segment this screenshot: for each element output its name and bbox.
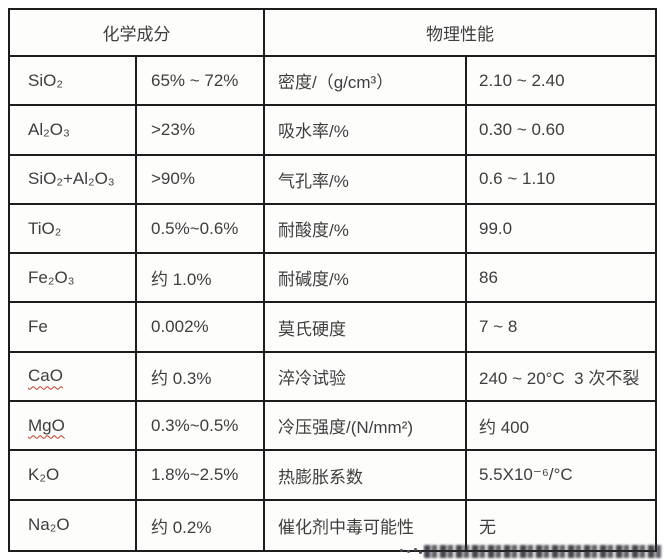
header-physical-properties: 物理性能 xyxy=(265,10,655,57)
phys-property-cell: 莫氏硬度 xyxy=(265,303,467,353)
phys-value: 5.5X10⁻⁶/°C xyxy=(479,465,573,485)
phys-property: 淬冷试验 xyxy=(278,368,346,388)
chem-formula: SiO₂+Al₂O₃ xyxy=(28,169,115,189)
phys-property: 耐酸度/% xyxy=(278,221,349,241)
phys-value: 7 ~ 8 xyxy=(479,317,518,337)
chem-value-cell: >90% xyxy=(137,155,265,205)
phys-property-cell: 耐碱度/% xyxy=(265,254,467,304)
chem-formula: Fe₂O₃ xyxy=(28,267,75,287)
chem-formula: SiO₂ xyxy=(28,70,63,90)
chem-formula: TiO₂ xyxy=(28,218,62,238)
chem-formula-cell: SiO₂ xyxy=(10,57,137,107)
chem-value: 约 1.0% xyxy=(151,270,212,290)
phys-value-cell: 无 xyxy=(467,500,655,550)
phys-property: 莫氏硬度 xyxy=(278,319,346,339)
chem-formula-cell: SiO₂+Al₂O₃ xyxy=(10,155,137,205)
phys-property: 冷压强度/(N/mm²) xyxy=(278,418,414,438)
chem-value-cell: 0.002% xyxy=(137,303,265,353)
phys-value-cell: 240 ~ 20°C 3 次不裂 xyxy=(467,352,655,403)
chem-formula-spellcheck: MgO xyxy=(28,415,65,435)
phys-value: 99.0 xyxy=(479,218,513,238)
chem-value: 约 0.3% xyxy=(151,368,212,388)
chem-value: >90% xyxy=(151,169,195,189)
chem-formula-cell: Fe xyxy=(10,303,137,353)
phys-value-cell: 86 xyxy=(467,254,655,304)
phys-property: 吸水率/% xyxy=(278,122,349,142)
phys-property-cell: 淬冷试验 xyxy=(265,352,467,403)
chem-value-cell: 1.8%~2.5% xyxy=(137,451,265,501)
phys-value-cell: 约 400 xyxy=(467,402,655,452)
chem-formula: K₂O xyxy=(28,465,60,485)
chem-value-cell: 约 0.3% xyxy=(137,352,265,403)
chem-formula: Fe xyxy=(28,317,48,337)
phys-property-cell: 催化剂中毒可能性 xyxy=(265,500,467,550)
chem-value-cell: 65% ~ 72% xyxy=(137,57,265,107)
spec-table: 化学成分 物理性能 SiO₂ 65% ~ 72% 密度/（g/cm³） 2.10… xyxy=(8,8,657,552)
chem-formula-cell: CaO xyxy=(10,352,137,403)
phys-value: 无 xyxy=(479,517,496,537)
chem-formula-cell: Na₂O xyxy=(10,500,137,550)
chem-value-cell: 0.5%~0.6% xyxy=(137,204,265,255)
phys-value: 2.10 ~ 2.40 xyxy=(479,70,565,90)
chem-value: 0.3%~0.5% xyxy=(151,415,239,435)
phys-value: 0.6 ~ 1.10 xyxy=(479,169,556,189)
phys-value-cell: 0.30 ~ 0.60 xyxy=(467,106,655,156)
phys-property: 热膨胀系数 xyxy=(278,467,363,487)
chem-formula-spellcheck: CaO xyxy=(28,366,63,386)
chem-value: 65% ~ 72% xyxy=(151,70,239,90)
chem-formula-cell: TiO₂ xyxy=(10,204,137,255)
chem-value-cell: >23% xyxy=(137,106,265,156)
header-chemical-label: 化学成分 xyxy=(102,25,171,44)
phys-value-cell: 0.6 ~ 1.10 xyxy=(467,155,655,205)
chem-formula: Al₂O₃ xyxy=(28,119,70,139)
phys-property-cell: 耐酸度/% xyxy=(265,204,467,255)
phys-value-cell: 5.5X10⁻⁶/°C xyxy=(467,451,655,501)
header-physical-label: 物理性能 xyxy=(426,25,494,44)
chem-value: 约 0.2% xyxy=(151,517,212,537)
phys-property-cell: 密度/（g/cm³） xyxy=(265,57,467,107)
phys-property-cell: 热膨胀系数 xyxy=(265,451,467,501)
phys-value: 约 400 xyxy=(479,418,530,438)
phys-property: 催化剂中毒可能性 xyxy=(278,517,414,537)
phys-value-cell: 99.0 xyxy=(467,204,655,255)
chem-formula: Na₂O xyxy=(28,515,70,535)
phys-property-cell: 气孔率/% xyxy=(265,155,467,205)
phys-value-cell: 7 ~ 8 xyxy=(467,303,655,353)
phys-property: 气孔率/% xyxy=(278,171,349,191)
phys-value: 86 xyxy=(479,267,498,287)
chem-formula-cell: Al₂O₃ xyxy=(10,106,137,156)
chem-value-cell: 约 0.2% xyxy=(137,500,265,550)
phys-property-cell: 冷压强度/(N/mm²) xyxy=(265,402,467,452)
header-chemical-composition: 化学成分 xyxy=(10,10,265,57)
chem-value: 0.5%~0.6% xyxy=(151,218,239,238)
chem-value: 1.8%~2.5% xyxy=(151,465,239,485)
phys-property: 密度/（g/cm³） xyxy=(278,73,394,93)
phys-value: 0.30 ~ 0.60 xyxy=(479,119,565,139)
phys-value: 240 ~ 20°C 3 次不裂 xyxy=(479,368,640,388)
phys-value-cell: 2.10 ~ 2.40 xyxy=(467,57,655,107)
chem-formula-cell: Fe₂O₃ xyxy=(10,254,137,304)
phys-property-cell: 吸水率/% xyxy=(265,106,467,156)
chem-value-cell: 0.3%~0.5% xyxy=(137,402,265,452)
chem-value-cell: 约 1.0% xyxy=(137,254,265,304)
chem-value: 0.002% xyxy=(151,317,209,337)
chem-formula-cell: MgO xyxy=(10,402,137,452)
phys-property: 耐碱度/% xyxy=(278,270,349,290)
chem-formula-cell: K₂O xyxy=(10,451,137,501)
chem-value: >23% xyxy=(151,119,195,139)
